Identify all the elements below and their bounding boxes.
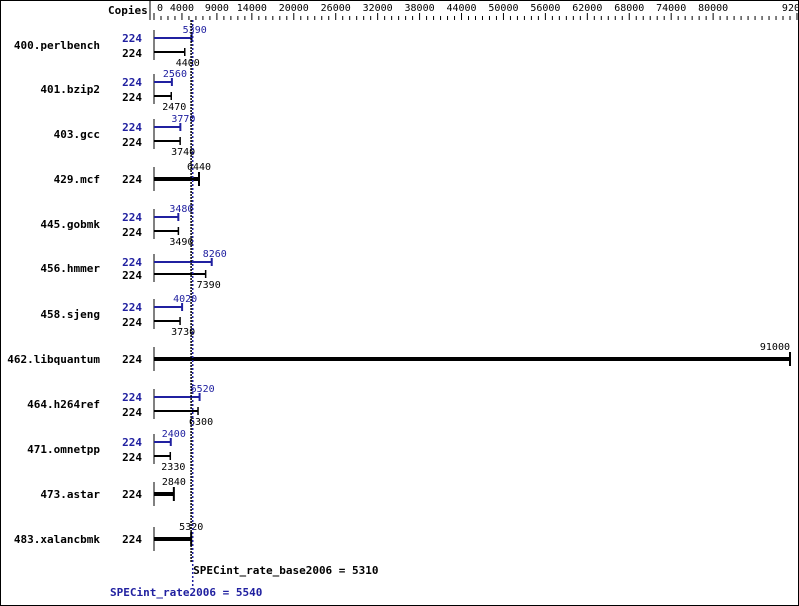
benchmark-label: 471.omnetpp [27,443,100,456]
benchmark-label: 403.gcc [54,128,100,141]
benchmark-label: 483.xalancbmk [14,533,100,546]
base-copies: 224 [122,353,142,366]
base-value: 91000 [760,342,790,353]
copies-header: Copies [108,4,148,17]
peak-copies: 224 [122,211,142,224]
base-summary-label: SPECint_rate_base2006 = 5310 [193,564,378,577]
benchmark-label: 400.perlbench [14,39,100,52]
base-copies: 224 [122,488,142,501]
peak-value: 6520 [191,384,215,395]
peak-copies: 224 [122,76,142,89]
benchmark-label: 456.hmmer [40,262,100,275]
benchmark-label: 429.mcf [54,173,100,186]
peak-copies: 224 [122,256,142,269]
x-tick-label: 9000 [205,3,229,14]
peak-value: 2400 [162,429,186,440]
peak-summary-label: SPECint_rate2006 = 5540 [110,586,262,599]
base-copies: 224 [122,91,142,104]
base-copies: 224 [122,226,142,239]
base-value: 2330 [161,462,185,473]
base-copies: 224 [122,451,142,464]
base-copies: 224 [122,406,142,419]
base-value: 3730 [171,327,195,338]
peak-copies: 224 [122,436,142,449]
x-tick-label: 26000 [321,3,351,14]
peak-value: 3480 [169,204,193,215]
base-value: 3490 [169,237,193,248]
peak-value: 3770 [171,114,195,125]
x-tick-label: 14000 [237,3,267,14]
base-copies: 224 [122,269,142,282]
peak-copies: 224 [122,391,142,404]
peak-copies: 224 [122,301,142,314]
benchmark-label: 462.libquantum [7,353,100,366]
base-copies: 224 [122,47,142,60]
x-tick-label: 62000 [572,3,602,14]
base-value: 2840 [162,477,186,488]
peak-copies: 224 [122,32,142,45]
base-copies: 224 [122,136,142,149]
base-value: 2470 [162,102,186,113]
x-tick-label: 38000 [405,3,435,14]
x-tick-label: 32000 [363,3,393,14]
x-tick-label: 4000 [170,3,194,14]
x-tick-label: 92000 [782,3,799,14]
base-copies: 224 [122,316,142,329]
base-value: 3740 [171,147,195,158]
benchmark-label: 458.sjeng [40,308,100,321]
benchmark-label: 464.h264ref [27,398,100,411]
x-tick-label: 50000 [488,3,518,14]
base-copies: 224 [122,533,142,546]
x-tick-label: 74000 [656,3,686,14]
base-copies: 224 [122,173,142,186]
benchmark-label: 401.bzip2 [40,83,100,96]
base-value: 7390 [197,280,221,291]
x-tick-label: 0 [157,3,163,14]
peak-value: 2560 [163,69,187,80]
x-tick-label: 80000 [698,3,728,14]
benchmark-label: 445.gobmk [40,218,100,231]
peak-value: 5390 [183,25,207,36]
x-tick-label: 56000 [530,3,560,14]
x-tick-label: 44000 [446,3,476,14]
base-value: 6300 [189,417,213,428]
x-tick-label: 20000 [279,3,309,14]
peak-value: 4020 [173,294,197,305]
peak-value: 8260 [203,249,227,260]
x-tick-label: 68000 [614,3,644,14]
benchmark-label: 473.astar [40,488,100,501]
base-value: 4400 [176,58,200,69]
base-value: 6440 [187,162,211,173]
peak-copies: 224 [122,121,142,134]
